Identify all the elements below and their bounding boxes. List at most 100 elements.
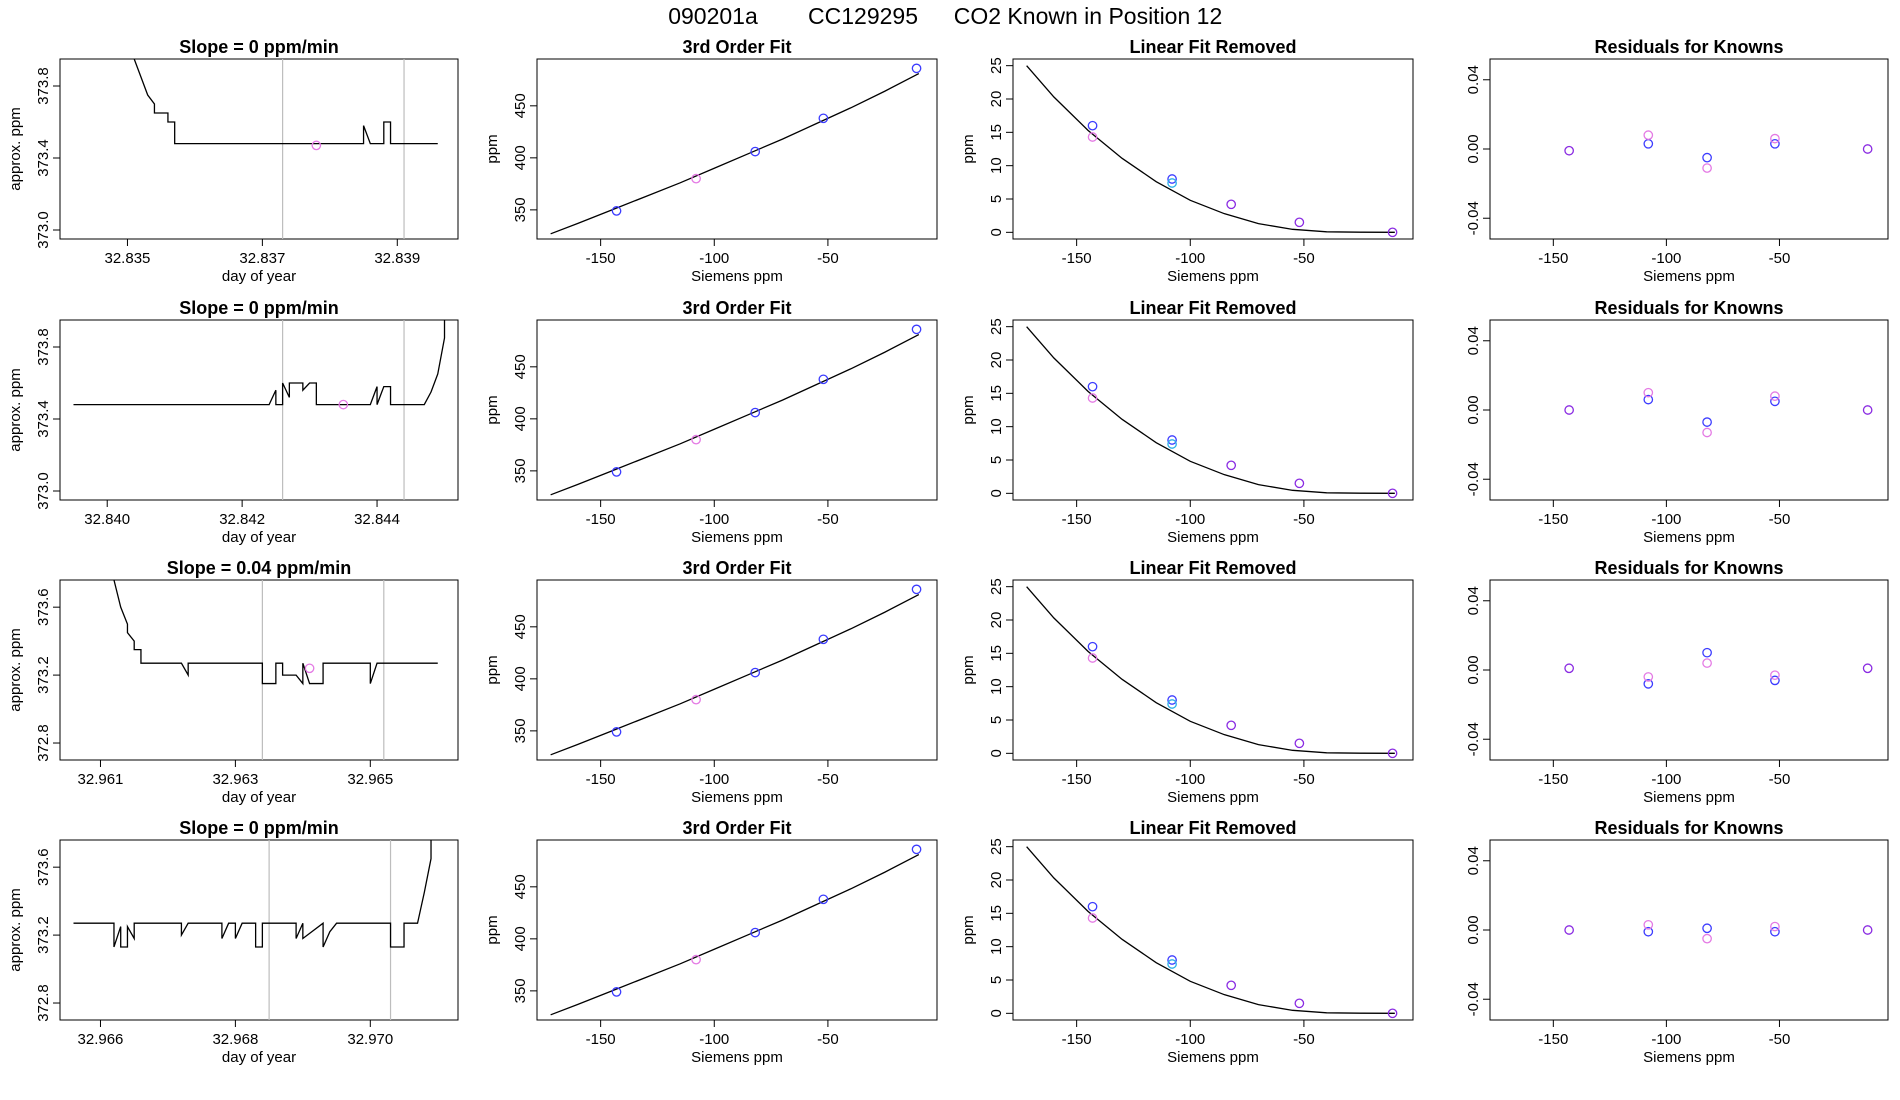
- residual-point: [1862, 925, 1873, 935]
- panel-r1-c0: Slope = 0 ppm/min 32.840 32.842 32.844 373.0…: [7, 298, 459, 546]
- y-tick-label: 0.00: [1465, 655, 1482, 684]
- x-tick-label: -50: [817, 771, 839, 788]
- residual-point: [1702, 658, 1712, 668]
- y-tick-label: 10: [988, 938, 1005, 955]
- y-tick-label: 25: [988, 57, 1005, 74]
- x-tick-label: -50: [1769, 511, 1791, 528]
- plot-area: [73, 320, 446, 500]
- y-tick-label: 350: [512, 197, 529, 222]
- y-tick-label: 25: [988, 838, 1005, 855]
- plot-area: [1564, 919, 1873, 944]
- y-tick-label: 373.0: [35, 472, 52, 510]
- panel-r3-c0: Slope = 0 ppm/min 32.966 32.968 32.970 372.8…: [7, 818, 459, 1066]
- x-tick-label: -100: [699, 250, 729, 267]
- series-line: [133, 59, 438, 145]
- data-point: [1167, 435, 1177, 445]
- data-point: [1387, 488, 1398, 499]
- y-axis-label: ppm: [960, 134, 977, 163]
- residual-point: [1702, 417, 1712, 427]
- plot-frame: [59, 58, 459, 240]
- y-tick-label: 0.00: [1465, 915, 1482, 944]
- panel-r0-c1: 3rd Order Fit -150 -100 -50 350 400 450 Siemens…: [484, 37, 938, 285]
- residual-point: [1564, 405, 1574, 415]
- y-tick-label: 373.0: [35, 211, 52, 249]
- data-point: [1087, 132, 1098, 142]
- plot-title: Linear Fit Removed: [1129, 37, 1296, 57]
- data-point: [911, 324, 922, 335]
- x-tick-label: -50: [817, 1031, 839, 1048]
- x-axis-label: Siemens ppm: [691, 268, 783, 285]
- panel-r2-c0: Slope = 0.04 ppm/min 32.961 32.963 32.965 37…: [7, 558, 459, 806]
- plot-area: [550, 844, 922, 1016]
- y-tick-label: 0.04: [1465, 326, 1482, 355]
- y-tick-label: 373.6: [35, 588, 52, 626]
- plot-frame: [59, 839, 459, 1021]
- data-point: [1087, 913, 1098, 923]
- x-tick-label: -150: [1538, 771, 1568, 788]
- x-tick-label: 32.844: [354, 511, 400, 528]
- x-axis-label: day of year: [222, 268, 296, 285]
- data-point: [1167, 439, 1177, 449]
- plot-area: [113, 580, 438, 760]
- y-axis-label: approx. ppm: [7, 368, 24, 451]
- x-axis-label: Siemens ppm: [1167, 529, 1259, 546]
- y-tick-label: 0.00: [1465, 134, 1482, 163]
- x-tick-label: 32.835: [105, 250, 151, 267]
- x-tick-label: -50: [1293, 1031, 1315, 1048]
- data-point: [1294, 998, 1305, 1009]
- data-point: [1167, 174, 1177, 184]
- residual-point: [1643, 387, 1654, 398]
- y-tick-label: 350: [512, 458, 529, 483]
- x-tick-label: -100: [1175, 771, 1205, 788]
- y-tick-label: 15: [988, 124, 1005, 141]
- residual-point: [1643, 394, 1654, 405]
- y-tick-label: 20: [988, 91, 1005, 108]
- residual-point: [1770, 670, 1780, 681]
- plot-frame: [536, 839, 938, 1021]
- data-point: [1087, 641, 1098, 652]
- x-axis-label: day of year: [222, 1049, 296, 1066]
- x-tick-label: 32.961: [78, 771, 124, 788]
- plot-title: Residuals for Knowns: [1594, 37, 1783, 57]
- residual-point: [1643, 138, 1654, 149]
- x-tick-label: 32.965: [347, 771, 393, 788]
- x-tick-label: -50: [1293, 250, 1315, 267]
- data-point: [1167, 959, 1177, 969]
- residual-point: [1862, 663, 1873, 674]
- x-tick-label: 32.837: [239, 250, 285, 267]
- plot-title: 3rd Order Fit: [682, 37, 791, 57]
- plot-area: [1026, 65, 1398, 238]
- y-tick-label: 25: [988, 578, 1005, 595]
- data-point: [818, 374, 829, 385]
- data-point: [911, 584, 922, 595]
- residual-point: [1643, 926, 1654, 937]
- y-tick-label: 0: [988, 1009, 1005, 1017]
- data-point: [750, 407, 761, 418]
- x-axis-label: Siemens ppm: [1643, 1049, 1735, 1066]
- data-point: [1087, 653, 1098, 663]
- panel-r1-c2: Linear Fit Removed -150 -100 -50 0 5 10 15 20 25 S…: [960, 298, 1414, 546]
- residual-point: [1643, 130, 1654, 141]
- y-tick-label: -0.04: [1465, 462, 1482, 496]
- plot-area: [1026, 586, 1398, 759]
- y-tick-label: 373.2: [35, 656, 52, 694]
- residual-curve: [1026, 586, 1395, 754]
- y-axis-label: approx. ppm: [7, 107, 24, 190]
- residual-point: [1643, 919, 1654, 930]
- x-axis-label: day of year: [222, 529, 296, 546]
- x-tick-label: -100: [1175, 511, 1205, 528]
- residual-point: [1702, 647, 1712, 658]
- fit-curve: [550, 853, 920, 1016]
- residual-point: [1702, 152, 1712, 163]
- x-tick-label: -50: [1293, 511, 1315, 528]
- x-tick-label: -150: [1062, 771, 1092, 788]
- panel-r3-c1: 3rd Order Fit -150 -100 -50 350 400 450 Siemens…: [484, 818, 938, 1066]
- x-tick-label: 32.966: [78, 1031, 124, 1048]
- page-title-run-id: 090201a: [668, 3, 758, 29]
- x-tick-label: 32.839: [374, 250, 420, 267]
- y-tick-label: 400: [512, 145, 529, 170]
- y-tick-label: 373.4: [35, 139, 52, 177]
- x-axis-label: day of year: [222, 789, 296, 806]
- data-point: [1226, 980, 1237, 991]
- y-tick-label: 450: [512, 874, 529, 899]
